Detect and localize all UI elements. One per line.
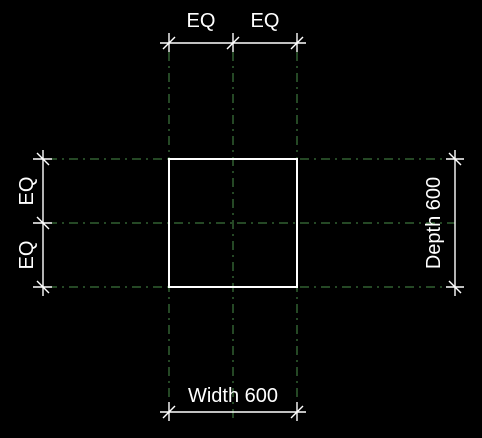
left-eq-dimension[interactable] [33,150,52,296]
reference-planes [48,52,455,420]
square-element[interactable] [168,158,298,288]
top-tick-center [226,36,240,50]
width-tick-left [162,405,176,419]
width-dimension[interactable] [160,402,306,421]
top-tick-right [290,36,304,50]
depth-tick-top [448,152,462,166]
left-eq-label-bottom: EQ [16,241,38,270]
width-label: Width 600 [188,385,278,407]
left-tick-center [36,216,50,230]
depth-dimension[interactable] [446,150,464,296]
width-tick-right [290,405,304,419]
left-tick-top [36,152,50,166]
top-eq-label-left: EQ [187,10,216,32]
depth-tick-bottom [448,280,462,294]
top-tick-left [162,36,176,50]
left-tick-bottom [36,280,50,294]
left-eq-label-top: EQ [16,177,38,206]
depth-label: Depth 600 [423,177,445,269]
top-eq-label-right: EQ [251,10,280,32]
top-eq-dimension[interactable] [160,33,306,52]
